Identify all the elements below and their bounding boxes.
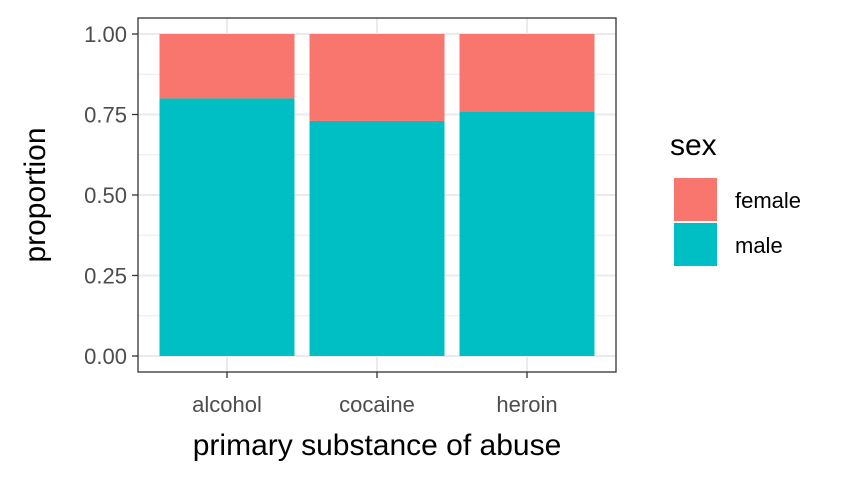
x-axis: alcohol cocaine heroin bbox=[192, 372, 558, 417]
bars bbox=[159, 34, 595, 357]
x-tick-label: cocaine bbox=[339, 392, 415, 417]
legend-label-male: male bbox=[735, 233, 783, 258]
bar-female-alcohol bbox=[159, 34, 295, 99]
bar-male-heroin bbox=[459, 111, 595, 356]
y-tick-label: 0.25 bbox=[84, 264, 127, 289]
legend-key-male bbox=[674, 223, 717, 266]
bar-female-heroin bbox=[459, 34, 595, 112]
y-axis-title: proportion bbox=[19, 127, 52, 262]
legend-key-female bbox=[674, 178, 717, 221]
y-tick-label: 1.00 bbox=[84, 22, 127, 47]
y-tick-label: 0.75 bbox=[84, 103, 127, 128]
legend-label-female: female bbox=[735, 188, 801, 213]
bar-male-cocaine bbox=[309, 120, 445, 356]
x-tick-label: heroin bbox=[496, 392, 557, 417]
x-axis-title: primary substance of abuse bbox=[193, 429, 562, 462]
y-tick-label: 0.00 bbox=[84, 344, 127, 369]
bar-female-cocaine bbox=[309, 34, 445, 121]
x-tick-label: alcohol bbox=[192, 392, 262, 417]
legend-title: sex bbox=[670, 129, 717, 162]
y-axis: 0.00 0.25 0.50 0.75 1.00 bbox=[84, 22, 138, 369]
legend: sex female male bbox=[670, 129, 801, 266]
bar-male-alcohol bbox=[159, 98, 295, 357]
y-tick-label: 0.50 bbox=[84, 183, 127, 208]
